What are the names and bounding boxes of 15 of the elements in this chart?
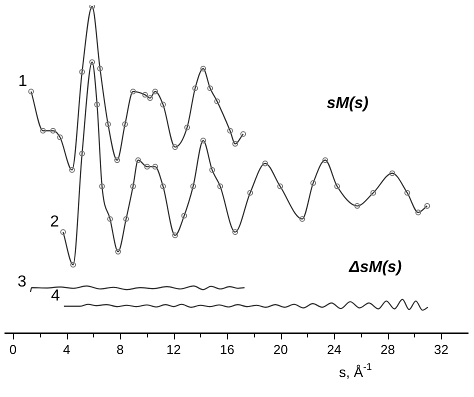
annotation: sM(s) [326,94,369,112]
x-tick-label: 24 [326,342,342,357]
x-tick-label: 8 [116,342,124,357]
x-tick-label: 32 [434,342,448,357]
annotation: ΔsM(s) [348,259,402,276]
series-label: 3 [18,273,27,290]
x-tick-label: 12 [166,342,181,357]
x-tick-label: 16 [220,342,234,357]
series-label: 1 [18,72,28,90]
x-tick-label: 20 [273,342,288,357]
x-tick-label: 4 [62,342,70,357]
series-label: 4 [50,288,60,305]
series-label: 2 [50,213,60,230]
x-tick-label: 28 [380,342,395,357]
x-tick-label: 0 [9,342,17,357]
